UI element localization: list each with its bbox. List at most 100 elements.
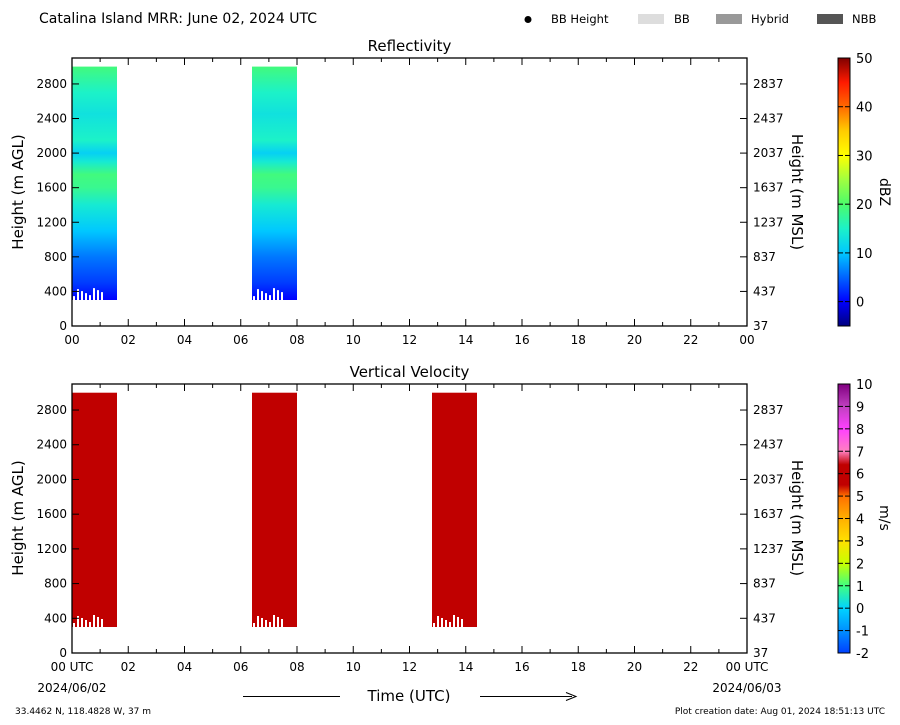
y-tick-label-right: 837	[753, 577, 776, 591]
x-tick-label: 00	[64, 333, 79, 347]
reflectivity-colorbar-label: dBZ	[876, 178, 892, 206]
y-tick-label-right: 1237	[753, 215, 784, 229]
reflectivity-ylabel-right: Height (m MSL)	[788, 134, 806, 250]
x-tick-label: 14	[458, 660, 473, 674]
y-tick-label: 2000	[36, 146, 67, 160]
colorbar-tick-label: 0	[856, 296, 864, 311]
y-tick-label: 1600	[36, 181, 67, 195]
colorbar-tick-label: 3	[856, 535, 864, 550]
reflectivity-title: Reflectivity	[368, 37, 452, 55]
legend-bb-swatch	[638, 14, 664, 24]
legend-hybrid-swatch	[716, 14, 742, 24]
velocity-segment-2	[252, 392, 297, 627]
x-tick-label: 14	[458, 333, 473, 347]
y-tick-label: 2800	[36, 403, 67, 417]
y-tick-label-right: 2437	[753, 438, 784, 452]
velocity-plot-frame	[71, 383, 748, 654]
colorbar-tick-label: -2	[856, 647, 869, 662]
colorbar-tick-label: 50	[856, 52, 873, 67]
y-tick-label-right: 2837	[753, 403, 784, 417]
x-tick-label: 20	[627, 333, 642, 347]
legend-bb-height-dot	[524, 16, 532, 23]
x-tick-label: 22	[683, 333, 698, 347]
colorbar-tick-label: 20	[856, 198, 873, 213]
time-axis-label-group: Time (UTC)	[243, 687, 578, 705]
x-tick-label: 02	[121, 333, 136, 347]
colorbar-tick-label: 9	[856, 400, 864, 415]
y-tick-label-right: 437	[753, 611, 776, 625]
y-tick-label-right: 37	[753, 319, 768, 333]
colorbar-tick-label: 10	[856, 247, 873, 262]
x-tick-label: 00 UTC	[726, 660, 769, 674]
legend-nbb-swatch	[817, 14, 843, 24]
x-tick-label: 16	[514, 660, 529, 674]
y-tick-label: 400	[44, 611, 67, 625]
y-tick-label-right: 37	[753, 646, 768, 660]
colorbar-tick-label: 7	[856, 445, 864, 460]
velocity-colorbar-ticks: -2 -1 0 1 2 3 4 5 6 7 8 9 10	[838, 378, 873, 662]
legend-nbb-label: NBB	[852, 12, 876, 26]
header-legend: BB Height BB Hybrid NBB	[524, 12, 876, 26]
y-tick-label-right: 2837	[753, 77, 784, 91]
reflectivity-panel: Reflectivity 00 02 04 06 08 10 12 14 16 18 20 22 000…	[9, 37, 892, 347]
x-tick-label: 16	[514, 333, 529, 347]
x-tick-label: 18	[571, 660, 586, 674]
colorbar-tick-label: 4	[856, 513, 864, 528]
reflectivity-segment-1	[72, 66, 117, 300]
station-location: 33.4462 N, 118.4828 W, 37 m	[15, 707, 151, 717]
x-tick-label: 12	[402, 660, 417, 674]
legend-bb-label: BB	[674, 12, 690, 26]
y-tick-label: 1200	[36, 542, 67, 556]
velocity-segment-3	[432, 392, 477, 627]
colorbar-tick-label: 1	[856, 580, 864, 595]
y-tick-label: 2000	[36, 472, 67, 486]
reflectivity-segment-2	[252, 66, 297, 300]
x-tick-label: 12	[402, 333, 417, 347]
velocity-ylabel: Height (m AGL)	[9, 460, 27, 575]
reflectivity-segments	[72, 66, 297, 301]
y-tick-label-right: 1637	[753, 507, 784, 521]
x-tick-label: 22	[683, 660, 698, 674]
x-tick-label: 08	[289, 660, 304, 674]
time-arrow-head	[565, 692, 578, 701]
reflectivity-plot-frame	[71, 57, 748, 327]
x-tick-label: 18	[571, 333, 586, 347]
y-tick-label-right: 837	[753, 250, 776, 264]
colorbar-tick-label: 2	[856, 557, 864, 572]
y-tick-label-right: 2037	[753, 146, 784, 160]
time-axis-label: Time (UTC)	[367, 687, 451, 705]
x-tick-label: 06	[233, 333, 248, 347]
x-tick-label: 04	[177, 660, 192, 674]
reflectivity-colorbar	[837, 57, 851, 327]
x-tick-label: 08	[289, 333, 304, 347]
y-tick-label: 1600	[36, 507, 67, 521]
x-tick-label: 02	[121, 660, 136, 674]
colorbar-tick-label: 8	[856, 423, 864, 438]
plot-creation-date: Plot creation date: Aug 01, 2024 18:51:1…	[675, 707, 885, 717]
velocity-segment-3-lower-edge	[433, 615, 463, 627]
y-tick-label-right: 1637	[753, 181, 784, 195]
x-tick-label: 00 UTC	[51, 660, 94, 674]
velocity-segment-1	[72, 392, 117, 627]
velocity-segment-2-lower-edge	[253, 615, 283, 627]
x-tick-label: 10	[346, 333, 361, 347]
figure-title: Catalina Island MRR: June 02, 2024 UTC	[39, 11, 317, 27]
reflectivity-segment-2-lower-edge	[253, 288, 283, 301]
legend-hybrid-label: Hybrid	[751, 12, 789, 26]
y-tick-label: 0	[59, 319, 67, 333]
velocity-segment-1-lower-edge	[73, 615, 103, 627]
colorbar-tick-label: 30	[856, 149, 873, 164]
date-right: 2024/06/03	[712, 681, 781, 695]
y-tick-label-right: 2437	[753, 112, 784, 126]
colorbar-tick-label: 5	[856, 490, 864, 505]
y-tick-label: 2400	[36, 438, 67, 452]
velocity-colorbar-label: m/s	[876, 505, 892, 531]
reflectivity-ylabel: Height (m AGL)	[9, 134, 27, 249]
reflectivity-segment-1-lower-edge	[73, 288, 103, 301]
y-tick-label-right: 2037	[753, 472, 784, 486]
date-left: 2024/06/02	[37, 681, 106, 695]
colorbar-tick-label: 0	[856, 602, 864, 617]
